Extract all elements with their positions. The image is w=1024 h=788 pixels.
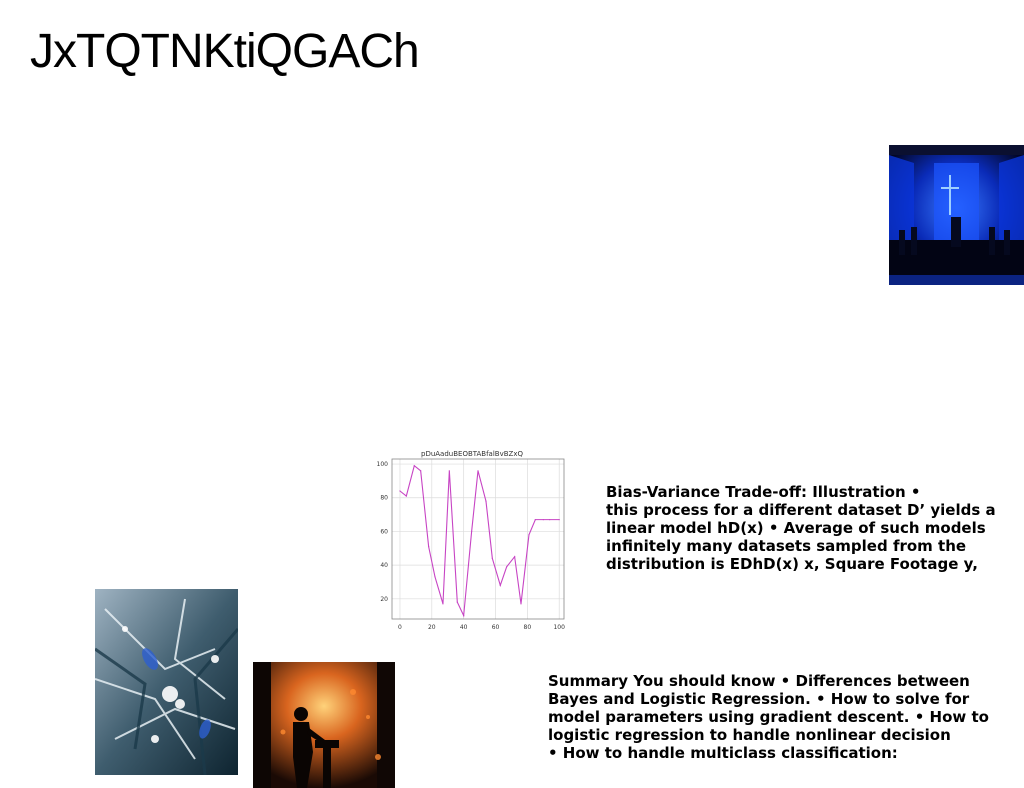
chart-point [405,495,407,497]
chart-point [442,603,444,605]
chart-x-tick-label: 0 [398,624,402,631]
summary-line-3: model parameters using gradient descent.… [548,708,989,726]
chart-point [499,584,501,586]
blue-lit-hall-photo [889,145,1024,285]
chart-point [491,557,493,559]
summary-line-1: Summary You should know • Differences be… [548,672,970,690]
chart-y-tick-label: 40 [380,562,388,569]
summary-text-block: Summary You should know • Differences be… [548,672,989,762]
line-chart-svg: pDuAaduBEOBTABfalBvBZxQ 0 20 40 60 80 100 20 40… [377,450,566,631]
bias-line-2: this process for a different dataset D’ … [606,501,996,519]
chart-x-tick-label: 60 [492,624,500,631]
chart-point [549,519,551,521]
frosted-pine-branches-photo [95,589,238,775]
chart-title: pDuAaduBEOBTABfalBvBZxQ [421,450,523,458]
page-title: JxTQTNKtiQGACh [30,25,420,78]
bias-variance-text-block: Bias-Variance Trade-off: Illustration • … [606,483,996,573]
chart-point [542,519,544,521]
chart-y-tick-label: 80 [380,495,388,502]
chart-point [413,465,415,467]
line-chart: pDuAaduBEOBTABfalBvBZxQ 0 20 40 60 80 100 20 40… [362,446,570,632]
chart-point [420,470,422,472]
summary-line-5: • How to handle multiclass classificatio… [548,744,898,762]
bias-line-5: distribution is EDhD(x) x, Square Footag… [606,555,978,573]
chart-point [471,530,473,533]
chart-point [428,545,430,548]
chart-x-tick-label: 80 [524,624,532,631]
bias-line-3: linear model hD(x) • Average of such mod… [606,519,986,537]
chart-point [506,566,508,568]
chart-point [399,490,401,492]
chart-point [520,603,522,605]
chart-point [434,576,436,578]
summary-line-4: logistic regression to handle nonlinear … [548,726,951,744]
chart-x-tick-label: 40 [460,624,468,631]
chart-series-line [399,464,560,618]
bias-line-1: Bias-Variance Trade-off: Illustration • [606,483,921,501]
bias-line-4: infinitely many datasets sampled from th… [606,537,967,555]
chart-plot-frame [391,458,565,620]
chart-point [485,500,487,502]
chart-point [448,470,450,472]
chart-y-tick-label: 100 [377,461,389,468]
chart-point [534,519,536,521]
chart-point [558,519,560,521]
chart-x-tick-label: 100 [553,624,565,631]
chart-point [477,470,479,472]
chart-y-tick-label: 20 [380,596,388,603]
chart-point [528,534,530,536]
summary-line-2: Bayes and Logistic Regression. • How to … [548,690,970,708]
chart-x-tick-label: 20 [428,624,436,631]
dj-silhouette-photo [253,662,395,788]
chart-point [463,615,465,617]
chart-point [514,556,516,558]
chart-point [456,601,458,603]
chart-y-tick-label: 60 [380,528,388,535]
